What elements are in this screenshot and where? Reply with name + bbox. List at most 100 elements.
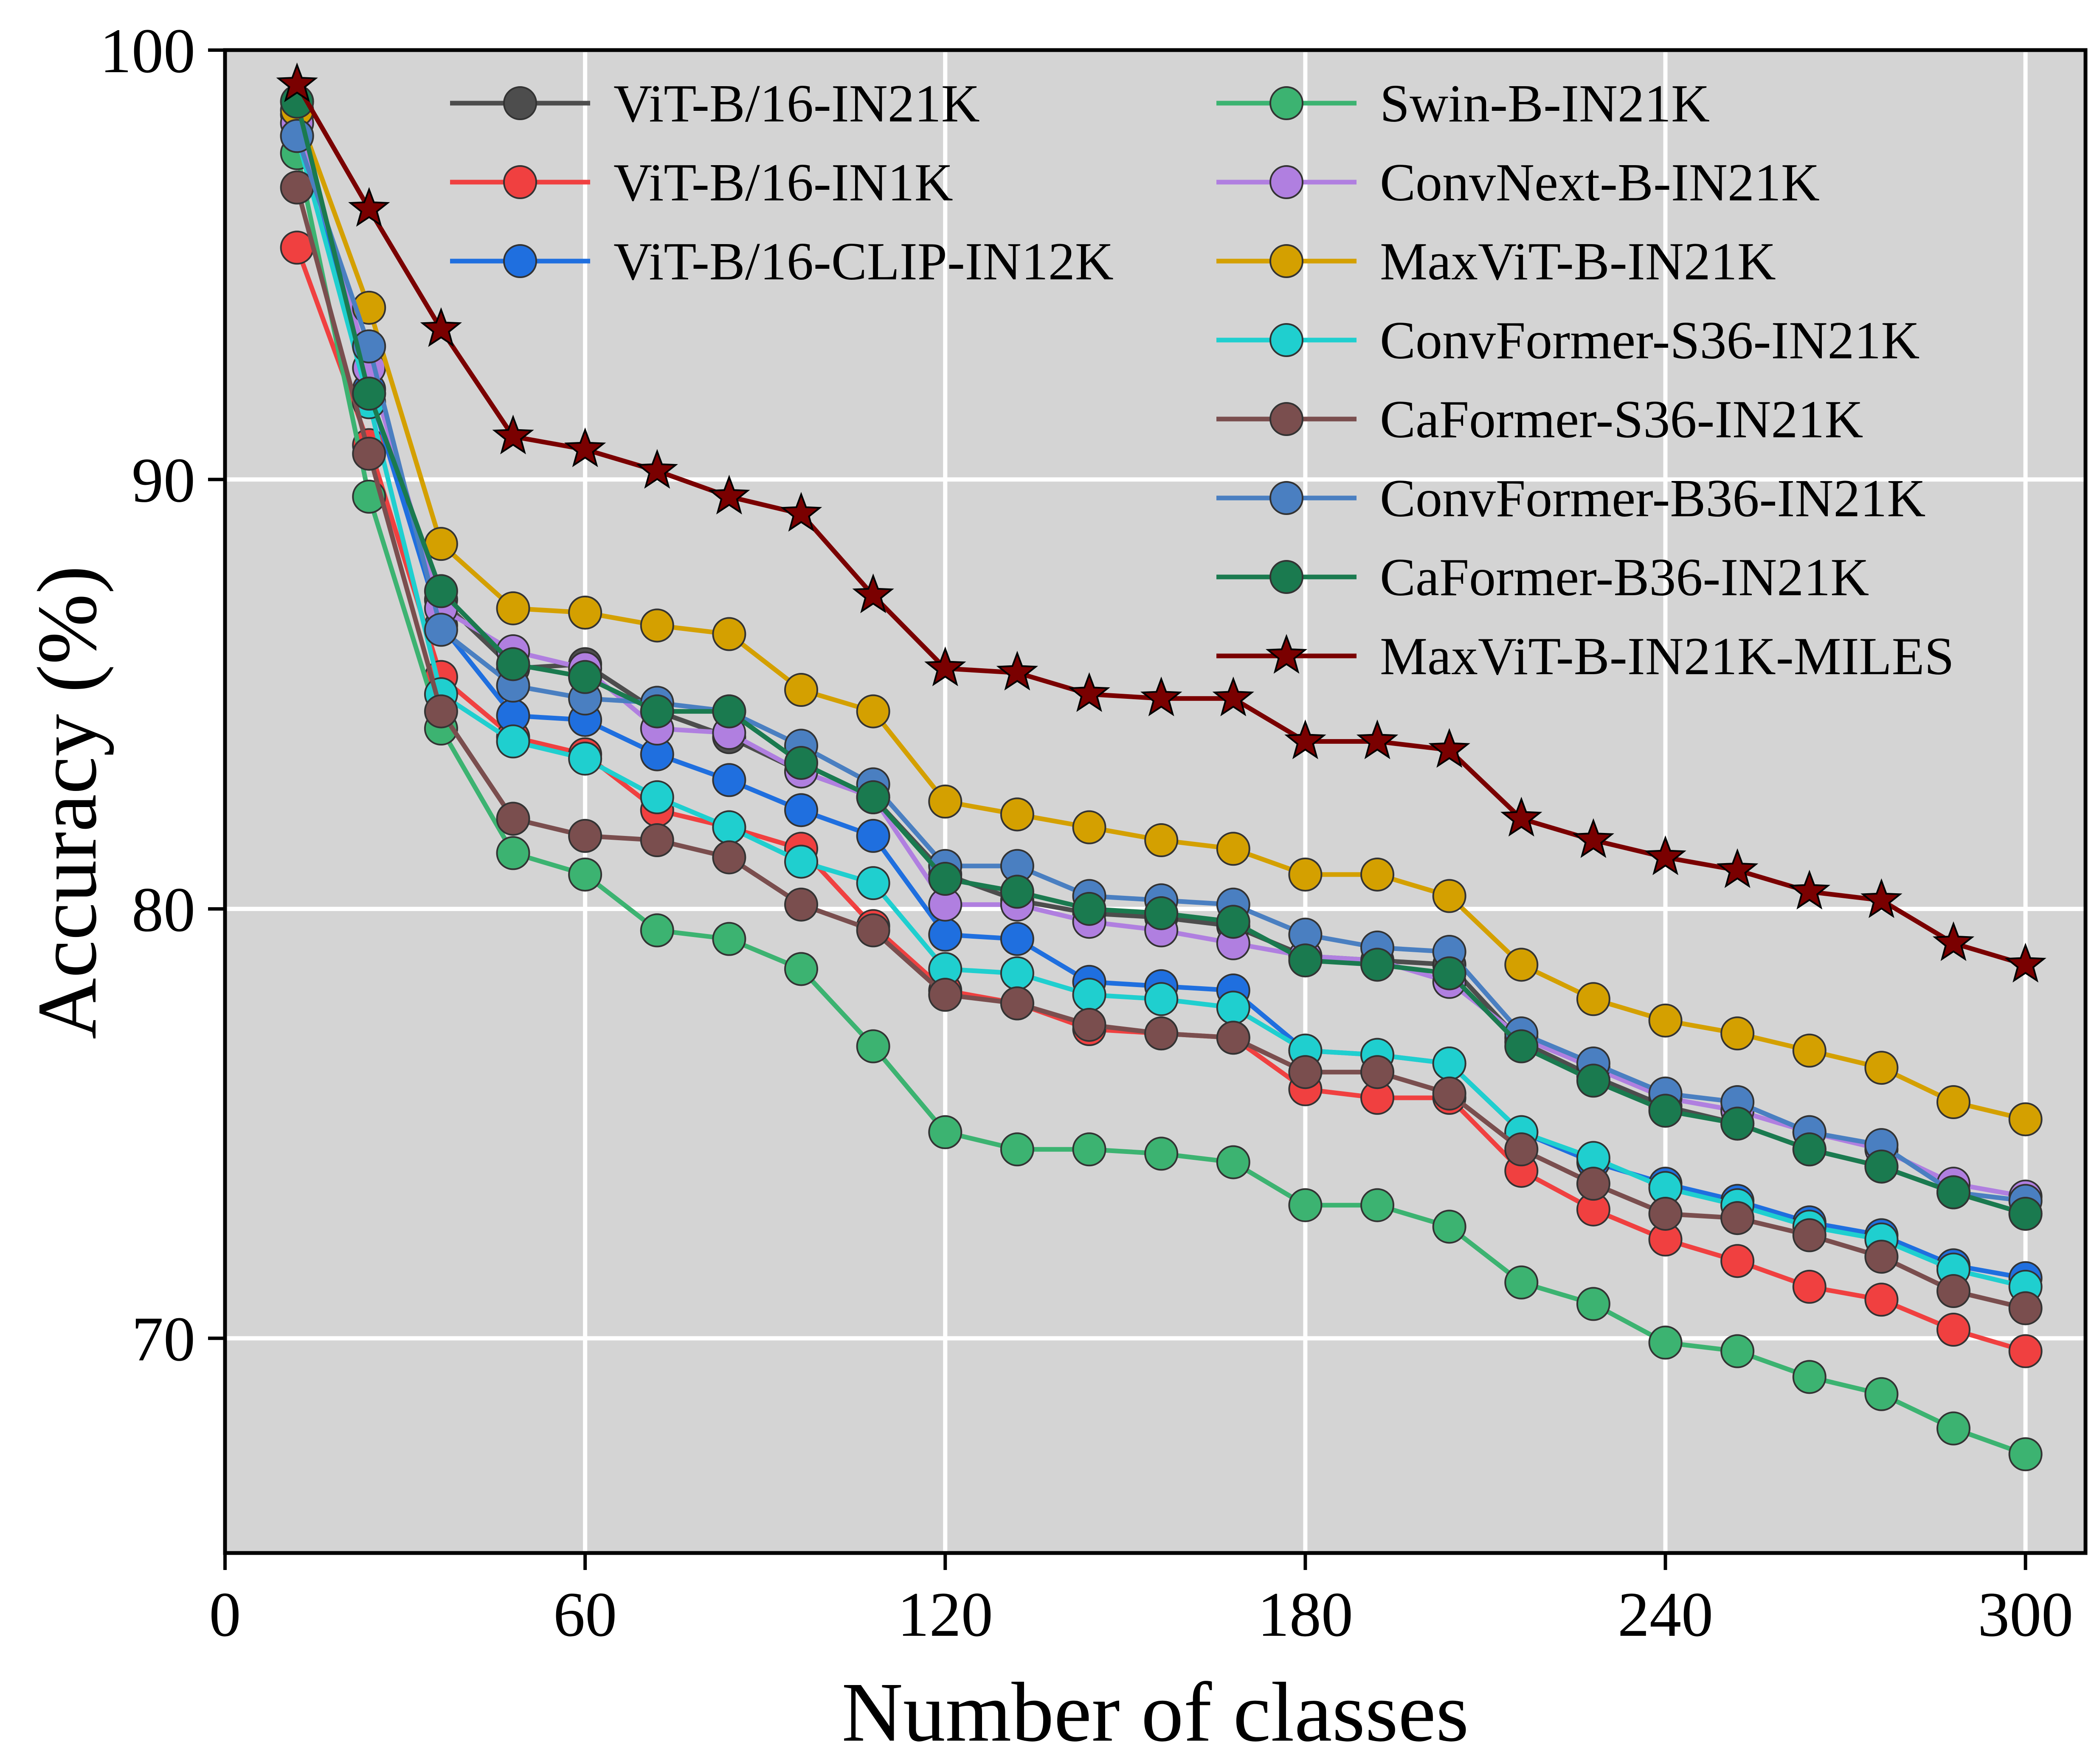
plot-frame [223, 48, 2088, 1555]
legend-swatch-marker [1269, 560, 1303, 594]
data-point [1720, 1106, 1755, 1141]
data-point [852, 573, 894, 613]
data-point [1720, 1244, 1755, 1278]
y-tick-label: 90 [132, 445, 195, 515]
x-tick-label: 300 [1978, 1579, 2073, 1650]
data-point [1000, 875, 1034, 909]
data-point [352, 377, 386, 411]
data-point [1072, 978, 1106, 1012]
data-point [1360, 1055, 1395, 1089]
legend-label: CaFormer-S36-IN21K [1380, 390, 1863, 449]
legend-swatch-marker [503, 86, 537, 120]
legend: ViT-B/16-IN21K ViT-B/16-IN1K ViT-B/16-CLIP… [450, 74, 1954, 686]
data-point [568, 741, 602, 776]
data-point [640, 913, 674, 948]
legend-swatch-marker [1269, 481, 1303, 515]
data-point [712, 617, 746, 651]
data-point [1576, 982, 1610, 1016]
legend-label: MaxViT-B-IN21K [1380, 232, 1776, 291]
data-point [708, 475, 750, 515]
data-point [280, 170, 314, 205]
data-point [1576, 1287, 1610, 1321]
plot-background [225, 50, 2086, 1553]
data-point [712, 840, 746, 875]
data-point [780, 492, 822, 532]
legend-swatch-marker [1269, 86, 1303, 120]
data-point [928, 785, 963, 819]
data-point [1068, 672, 1110, 712]
legend-entry: ViT-B/16-IN1K [450, 153, 953, 212]
data-point [1792, 1132, 1827, 1167]
data-point [2008, 1102, 2043, 1137]
legend-entry: ViT-B/16-IN21K [450, 74, 980, 133]
data-point [1140, 676, 1182, 717]
data-point [1212, 676, 1254, 717]
legend-entry: MaxViT-B-IN21K-MILES [1216, 627, 1954, 686]
legend-swatch-marker [1265, 634, 1308, 674]
data-point [1072, 892, 1106, 926]
data-point [1864, 1377, 1899, 1411]
data-point [424, 694, 458, 729]
data-point [1716, 848, 1759, 888]
legend-label: ConvFormer-B36-IN21K [1380, 469, 1925, 528]
legend-swatch-marker [1269, 402, 1303, 436]
data-point [928, 917, 963, 952]
data-point [496, 647, 530, 681]
data-point [1360, 857, 1395, 892]
data-point [2004, 942, 2046, 983]
data-point [856, 1029, 890, 1063]
data-point [1216, 905, 1250, 939]
data-point [1216, 1145, 1250, 1179]
data-point [1428, 728, 1470, 768]
x-axis-title: Number of classes [842, 1666, 1469, 1759]
data-point [1432, 879, 1466, 913]
data-point [784, 793, 819, 827]
axis-ticks: 0 60 120 180 240 300 70 80 90 100 [100, 16, 2073, 1650]
data-point [1288, 1188, 1323, 1222]
data-point [636, 449, 678, 489]
data-point [1216, 832, 1250, 866]
data-point [1216, 990, 1250, 1025]
data-point [1144, 1137, 1179, 1171]
data-point [2008, 1334, 2043, 1368]
data-point [1144, 982, 1179, 1016]
series-layer [276, 62, 2046, 1471]
legend-entry: ViT-B/16-CLIP-IN12K [450, 232, 1114, 291]
x-tick-label: 0 [209, 1579, 241, 1650]
legend-entry: CaFormer-S36-IN21K [1216, 390, 1863, 449]
data-point [1000, 1132, 1034, 1167]
data-point [1288, 1055, 1323, 1089]
data-point [856, 866, 890, 900]
data-point [1144, 823, 1179, 858]
data-point [712, 694, 746, 729]
legend-label: Swin-B-IN21K [1380, 74, 1710, 133]
data-point [1936, 1411, 1971, 1446]
data-point [1864, 1051, 1899, 1085]
data-point [1216, 1021, 1250, 1055]
data-point [420, 307, 462, 347]
data-point [1648, 1325, 1683, 1360]
data-point [1792, 1033, 1827, 1068]
data-point [1072, 1007, 1106, 1042]
y-tick-label: 100 [100, 16, 195, 86]
data-point [568, 595, 602, 630]
data-point [784, 844, 819, 879]
data-point [712, 922, 746, 956]
data-point [1936, 1313, 1971, 1347]
data-point [856, 780, 890, 814]
x-tick-label: 120 [898, 1579, 993, 1650]
x-tick-label: 180 [1258, 1579, 1353, 1650]
data-point [784, 746, 819, 780]
legend-label: ViT-B/16-IN1K [614, 153, 953, 212]
data-point [928, 978, 963, 1012]
series-8 [280, 170, 2043, 1325]
data-point [1860, 878, 1903, 918]
data-point [924, 646, 966, 686]
data-point [1936, 1085, 1971, 1119]
series-11 [276, 62, 2046, 983]
data-point [856, 819, 890, 853]
legend-label: ViT-B/16-IN21K [614, 74, 980, 133]
data-point [1788, 869, 1830, 910]
data-point [352, 436, 386, 471]
